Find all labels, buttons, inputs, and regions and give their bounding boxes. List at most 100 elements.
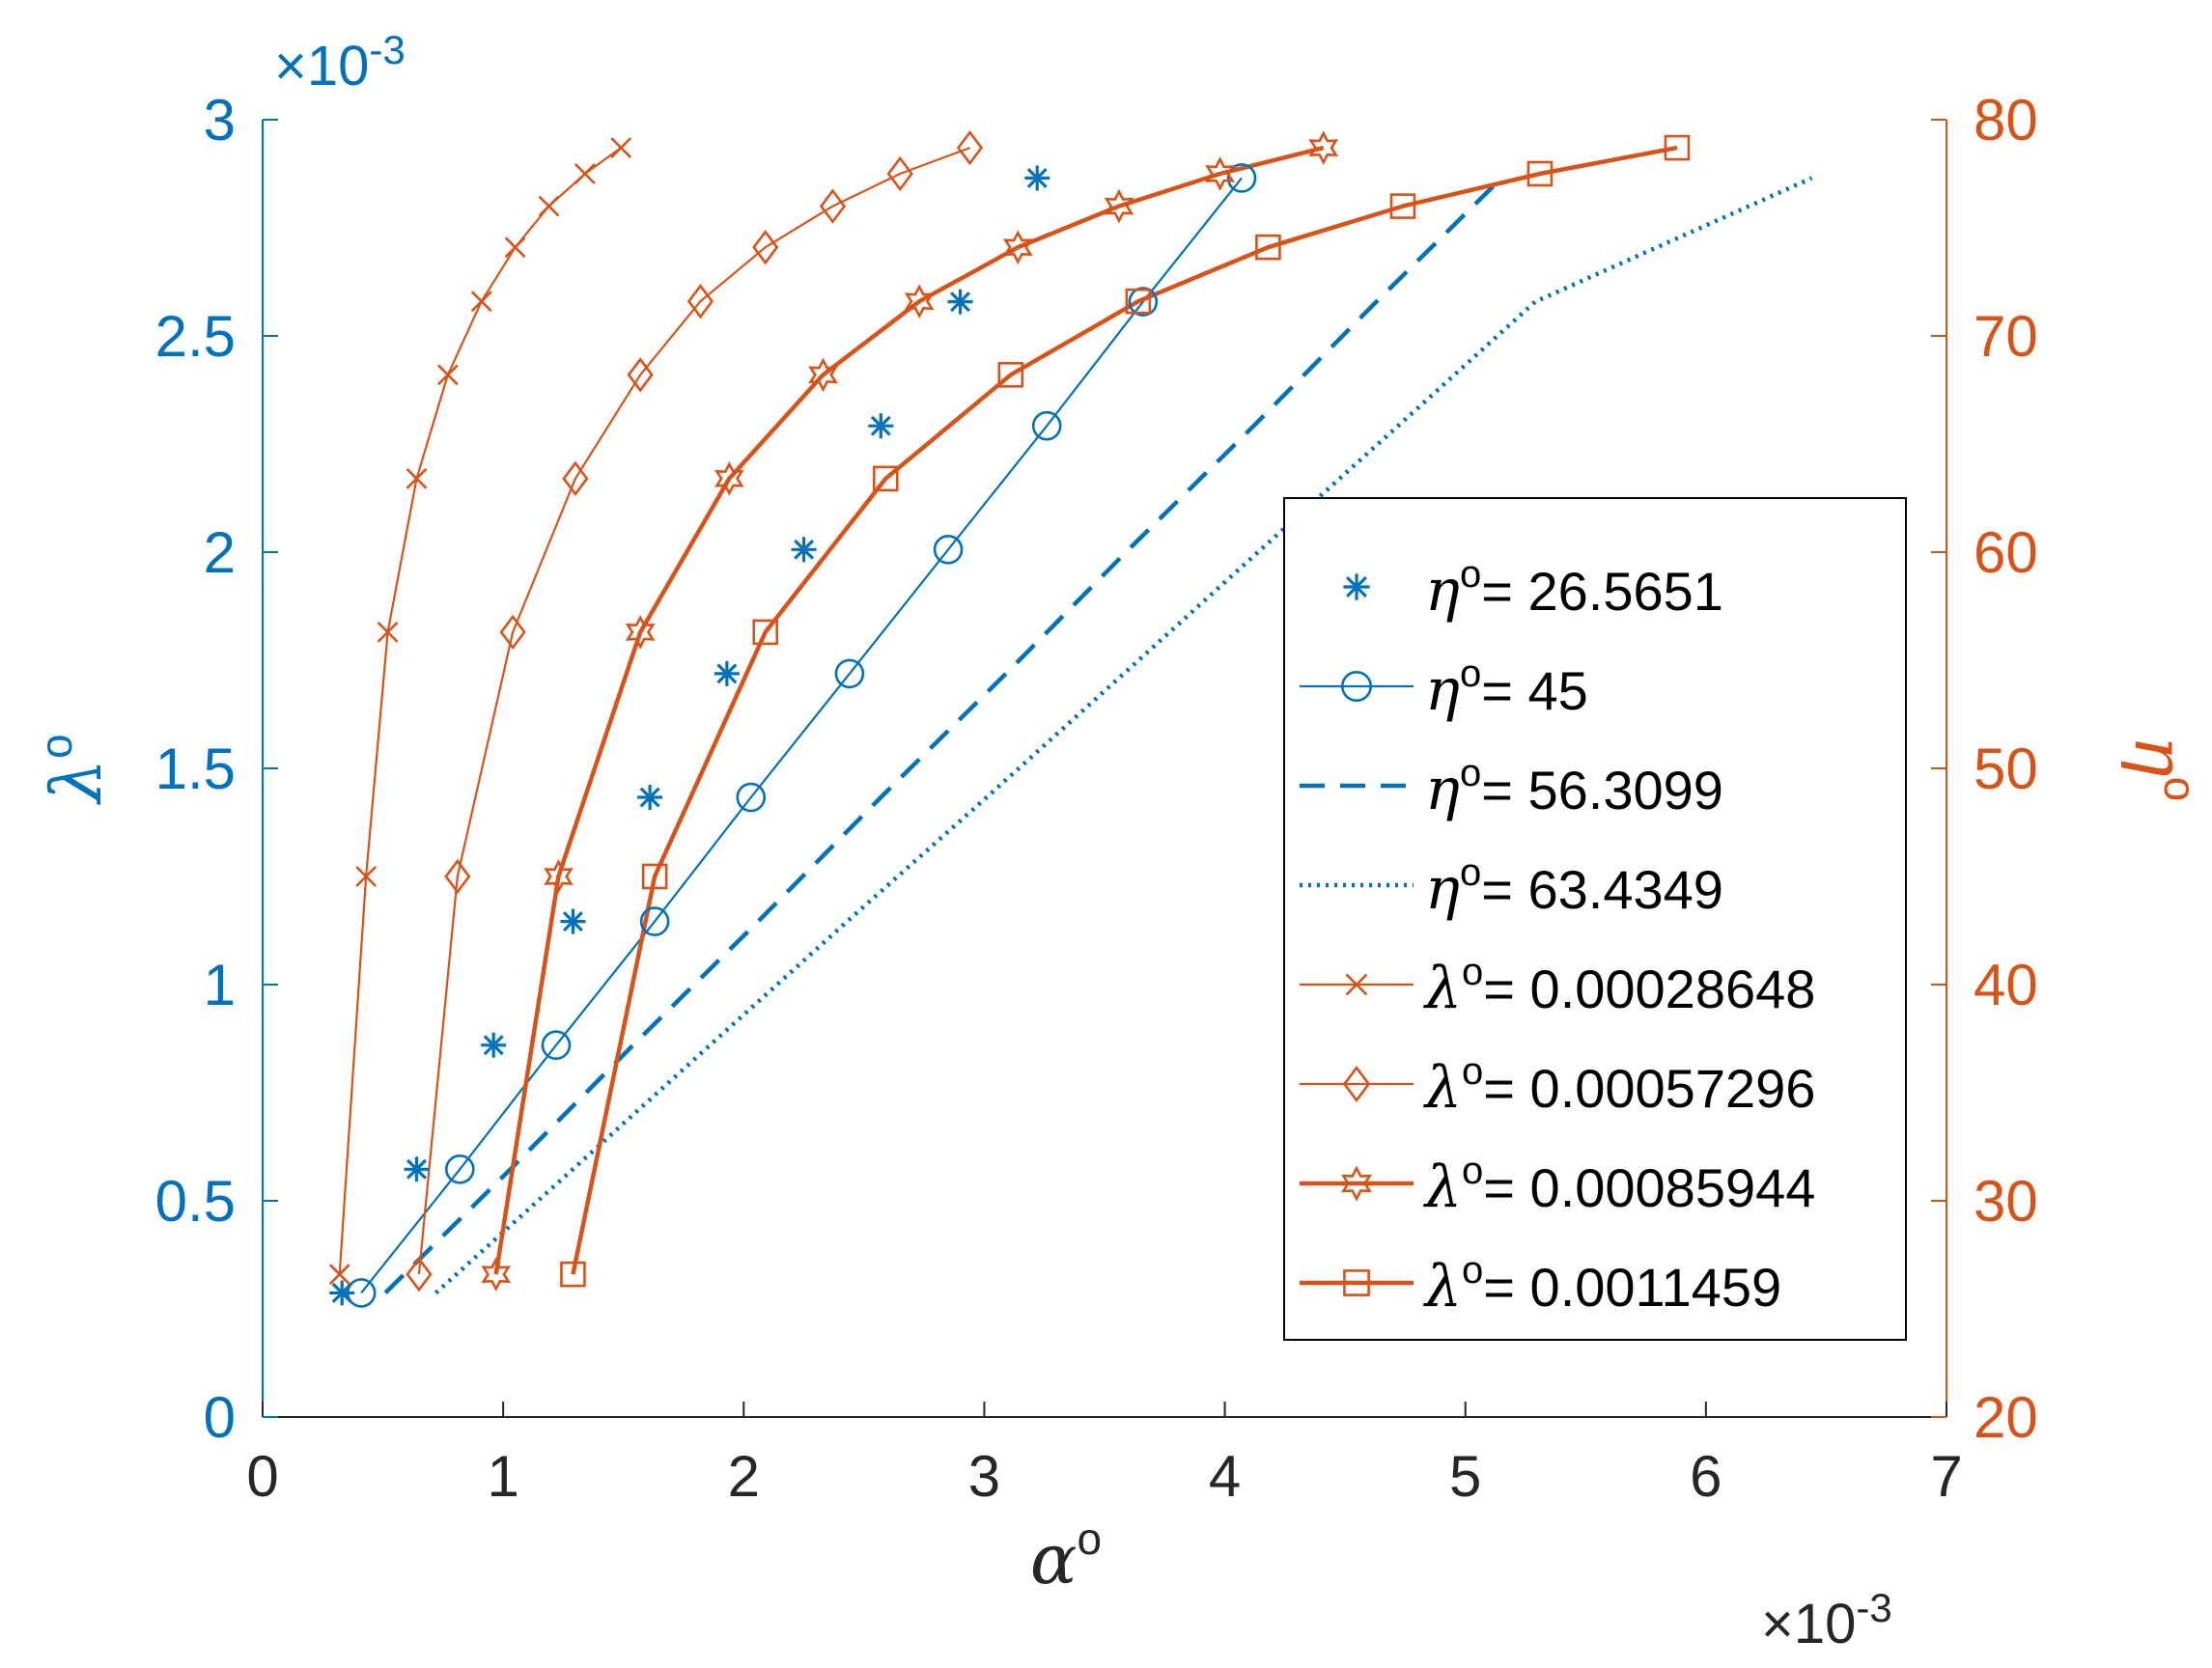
series-5-point-10	[610, 137, 632, 159]
legend-entry-symbol: λ	[1423, 1253, 1462, 1320]
legend-entry-2: ηo= 45	[1425, 653, 1588, 724]
legend-marker-6	[1342, 1066, 1371, 1102]
series-8-point-10	[1664, 134, 1691, 161]
series-1-point-10	[1024, 165, 1050, 191]
legend-entry-4: ηo= 63.4349	[1425, 851, 1723, 923]
series-6-point-10	[956, 129, 984, 166]
legend-entry-sup: o	[1460, 553, 1481, 596]
series-6-point-3	[499, 614, 526, 651]
legend-marker-1	[1343, 573, 1370, 600]
legend-entry-sup: o	[1462, 1150, 1483, 1192]
series-5-point-6	[470, 291, 492, 313]
series-7-point-4	[714, 461, 744, 496]
series-8-point-1	[560, 1261, 586, 1288]
y-left-axis-label-sup: o	[31, 734, 81, 759]
y-right-tick-label-3: 50	[1974, 737, 2038, 801]
series-2-point-4	[639, 906, 670, 936]
y-right-tick-label-4: 60	[1974, 520, 2038, 585]
legend-marker-2	[1341, 670, 1373, 702]
legend-entry-symbol: η	[1425, 557, 1460, 625]
series-1-point-3	[481, 1032, 507, 1058]
y-right-tick-label-2: 40	[1974, 953, 2038, 1017]
y-right-tick-label-5: 70	[1974, 304, 2038, 369]
legend-entry-symbol: η	[1425, 756, 1460, 823]
series-2-point-10	[1226, 163, 1257, 193]
series-6-point-6	[686, 283, 714, 320]
series-line-5	[338, 147, 622, 1275]
y-right-tick-label-0: 20	[1974, 1385, 2038, 1450]
series-1-point-2	[404, 1156, 430, 1182]
series-1-point-6	[714, 660, 740, 686]
series-7-point-1	[481, 1257, 512, 1292]
series-line-6	[417, 147, 970, 1275]
legend-entry-value: = 26.5651	[1481, 561, 1723, 622]
legend-entry-sup: o	[1460, 653, 1481, 695]
legend-entry-8: λo= 0.0011459	[1423, 1249, 1781, 1320]
series-2-point-5	[736, 782, 767, 813]
legend-entry-symbol: λ	[1423, 1154, 1462, 1221]
x-exponent-base: ×10	[1761, 1593, 1856, 1655]
series-6-point-2	[444, 858, 471, 895]
series-8-point-2	[641, 863, 668, 890]
series-1-point-8	[868, 413, 894, 439]
series-6-point-1	[406, 1256, 433, 1293]
x-tick-label-4: 4	[1209, 1444, 1241, 1509]
y-left-axis-label: λo	[31, 734, 117, 805]
x-tick-label-2: 2	[728, 1444, 760, 1509]
series-2-point-8	[1031, 410, 1062, 441]
legend-entry-sup: o	[1460, 752, 1481, 794]
legend-entry-symbol: η	[1425, 855, 1460, 923]
series-lines	[338, 145, 1813, 1295]
series-line-3	[383, 176, 1503, 1294]
series-7-point-7	[1002, 230, 1033, 265]
legend-entry-value: = 0.00085944	[1483, 1157, 1815, 1218]
series-2-point-7	[933, 535, 964, 565]
y-left-tick-label-2: 1	[204, 953, 236, 1017]
series-8-point-3	[752, 619, 779, 646]
series-6-point-8	[819, 188, 847, 224]
legend-entry-symbol: η	[1425, 656, 1460, 724]
legend-entry-value: = 0.00057296	[1483, 1058, 1815, 1119]
legend-entry-value: = 63.4349	[1481, 859, 1723, 920]
legend-entry-value: = 0.0011459	[1483, 1257, 1781, 1318]
legend-entry-value: = 56.3099	[1481, 760, 1723, 820]
series-line-7	[493, 145, 1325, 1275]
y-left-axis-label-text: λo	[31, 734, 117, 805]
legend-entry-5: λo= 0.00028648	[1423, 951, 1815, 1022]
series-1-point-5	[637, 785, 663, 811]
y-left-tick-label-5: 2.5	[155, 304, 236, 369]
series-5-point-8	[538, 195, 560, 217]
series-7-point-10	[1308, 130, 1339, 165]
legend-entry-value: = 45	[1481, 660, 1588, 721]
y-left-exponent: ×10-3	[274, 27, 406, 97]
series-2-point-1	[346, 1278, 377, 1308]
series-line-2	[360, 177, 1243, 1294]
x-tick-label-6: 6	[1690, 1444, 1722, 1509]
legend-entry-value: = 0.00028648	[1483, 959, 1815, 1019]
series-2-point-3	[541, 1030, 572, 1061]
series-2-point-6	[834, 658, 865, 689]
x-tick-label-3: 3	[968, 1444, 1000, 1509]
x-tick-label-1: 1	[487, 1444, 518, 1509]
axes: 0 1 2 3 4 5 6 700.511.522.5320304050607080×10-3…	[31, 27, 2205, 1655]
legend-entry-6: λo= 0.00057296	[1423, 1050, 1815, 1122]
x-axis-label-sup: o	[1078, 1514, 1103, 1564]
series-6-point-5	[627, 357, 654, 393]
x-exponent: ×10-3	[1761, 1585, 1892, 1655]
series-5-point-7	[504, 236, 526, 259]
y-left-tick-label-0: 0	[204, 1385, 236, 1450]
series-5-point-9	[574, 163, 596, 184]
legend-entry-symbol: λ	[1423, 955, 1462, 1022]
legend-entry-sup: o	[1462, 951, 1483, 993]
series-5-point-2	[355, 866, 378, 887]
y-left-exponent-power: -3	[369, 27, 405, 72]
series-1-point-4	[560, 908, 586, 934]
series-6-point-7	[752, 229, 779, 265]
x-tick-label-7: 7	[1930, 1444, 1962, 1509]
legend-marker-5	[1345, 973, 1368, 996]
series-2-point-9	[1128, 287, 1159, 317]
y-right-axis-label-symbol: η	[2119, 736, 2200, 777]
series-line-8	[571, 145, 1678, 1275]
